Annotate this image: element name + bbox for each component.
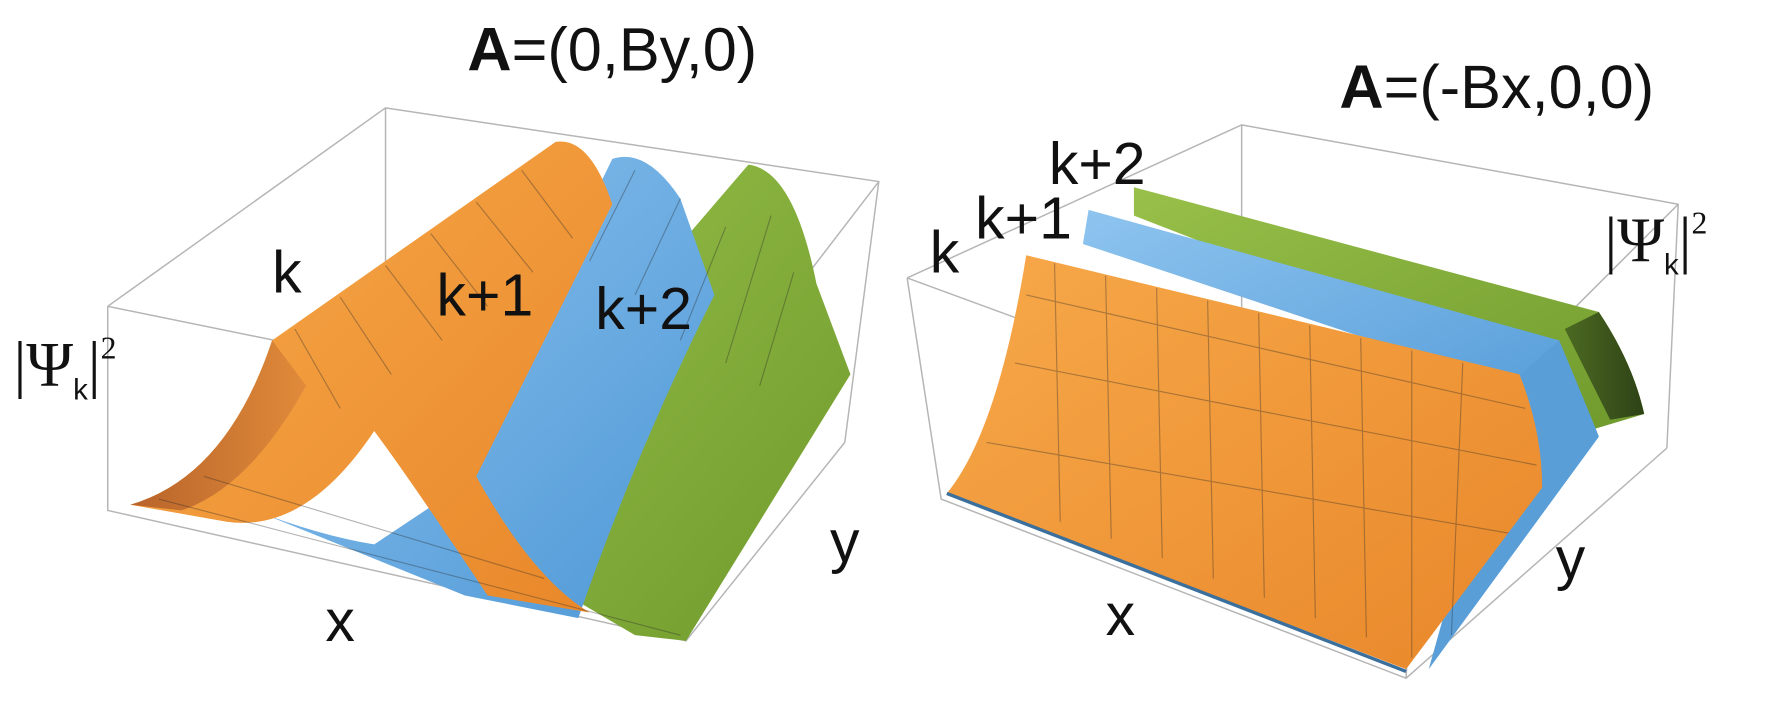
z-label-sub: k xyxy=(1664,249,1679,282)
labels: A=(0,By,0)k k+1 k+2|Ψk|2xyA=(-Bx,0,0)kk+1k… xyxy=(14,15,1708,653)
z-label-sup: 2 xyxy=(1692,206,1708,241)
z-label-close: | xyxy=(1679,204,1692,275)
panel-title: A=(0,By,0) xyxy=(467,15,757,83)
title-symbol: A xyxy=(1339,53,1383,121)
curve-label: k+2 xyxy=(1049,132,1146,197)
z-label-close: | xyxy=(88,329,101,400)
z-label-sup: 2 xyxy=(101,330,117,365)
y-axis-label: y xyxy=(830,509,860,574)
surface-k1 xyxy=(1082,209,1599,449)
title-symbol: A xyxy=(467,15,511,83)
curve-label: k+1 xyxy=(437,263,534,328)
z-axis-label: |Ψk|2 xyxy=(1605,204,1708,282)
z-label-open: |Ψ xyxy=(1605,204,1665,275)
z-label-open: |Ψ xyxy=(14,329,74,400)
title-rest: =(0,By,0) xyxy=(512,15,758,83)
curve-label: k xyxy=(272,241,302,306)
surface-k xyxy=(946,255,1543,670)
z-axis-label: |Ψk|2 xyxy=(14,329,117,407)
curve-label: k+1 xyxy=(975,186,1072,251)
surface-k-shade xyxy=(130,340,307,511)
plot-box xyxy=(106,107,880,642)
right-panel xyxy=(906,124,1679,680)
z-label-sub: k xyxy=(73,373,88,406)
surface-k1 xyxy=(226,156,715,619)
y-axis-label: y xyxy=(1556,526,1586,591)
x-axis-label: x xyxy=(1106,583,1135,648)
left-panel xyxy=(106,107,880,642)
curve-label: k xyxy=(930,220,960,285)
surface-k2-shade xyxy=(1564,311,1645,420)
surface-k xyxy=(130,141,613,613)
panel-title: A=(-Bx,0,0) xyxy=(1339,53,1654,121)
title-rest: =(-Bx,0,0) xyxy=(1384,53,1654,121)
x-axis-label: x xyxy=(325,589,354,654)
curve-label: k+2 xyxy=(595,277,692,342)
